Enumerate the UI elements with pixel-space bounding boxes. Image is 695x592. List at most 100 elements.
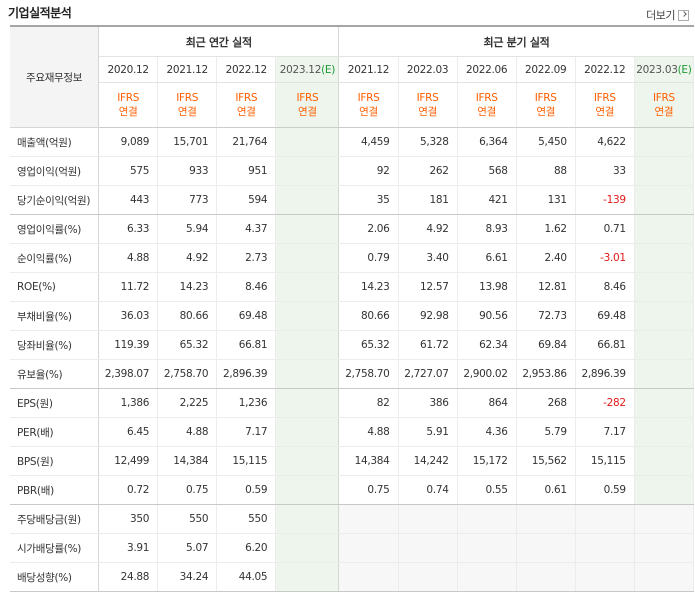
annual-value-cell: 2,758.70 [157,359,218,389]
quarter-value-cell: 0.59 [575,475,635,505]
more-link[interactable]: 더보기 [646,7,689,23]
table-row: 배당성향(%) 24.88 34.24 44.05 [10,562,695,592]
annual-value-cell: 7.17 [216,417,277,447]
annual-value-cell: 550 [157,504,218,534]
table-row: PBR(배) 0.72 0.75 0.59 0.75 0.74 0.55 0.61 0.59 [10,475,695,505]
table-row: 영업이익률(%) 6.33 5.94 4.37 2.06 4.92 8.93 1.62 0.71 [10,214,695,244]
annual-value-cell: 4.88 [98,243,159,273]
annual-value-cell [275,330,340,360]
annual-value-cell: 2,398.07 [98,359,159,389]
estimate-mark: (E) [321,63,336,76]
annual-value-cell: 773 [157,185,218,215]
financial-summary-table: 주요재무정보 최근 연간 실적 최근 분기 실적 2020.12 2021.12 2… [10,25,695,592]
annual-value-cell: 15,701 [157,127,218,157]
quarter-value-cell [634,214,695,244]
annual-value-cell [275,301,340,331]
ifrs-label: IFRS 연결 [275,82,340,128]
empty-cell [338,533,399,563]
quarter-value-cell: 8.46 [575,272,635,302]
quarter-value-cell: 15,115 [575,446,635,476]
annual-value-cell [275,504,340,534]
quarter-value-cell: 131 [516,185,576,215]
quarter-value-cell: 181 [398,185,458,215]
annual-value-cell: 0.59 [216,475,277,505]
quarter-value-cell: 2,727.07 [398,359,458,389]
annual-value-cell: 350 [98,504,159,534]
quarter-value-cell: 92 [338,156,399,186]
ifrs-label: IFRS 연결 [338,82,399,128]
annual-group-header: 최근 연간 실적 [98,26,340,57]
annual-value-cell: 14.23 [157,272,218,302]
annual-value-cell: 69.48 [216,301,277,331]
annual-period-header: 2023.12(E) [275,56,340,83]
annual-value-cell [275,359,340,389]
quarter-value-cell: 13.98 [457,272,517,302]
annual-value-cell: 550 [216,504,277,534]
table-row: 부채비율(%) 36.03 80.66 69.48 80.66 92.98 90.56 72.… [10,301,695,331]
quarter-value-cell: 92.98 [398,301,458,331]
annual-value-cell: 6.33 [98,214,159,244]
annual-value-cell: 5.94 [157,214,218,244]
annual-value-cell: 119.39 [98,330,159,360]
quarter-value-cell: 2.40 [516,243,576,273]
table-row: EPS(원) 1,386 2,225 1,236 82 386 864 268 -282 [10,388,695,418]
quarter-value-cell: 6,364 [457,127,517,157]
empty-cell [575,533,635,563]
ifrs-label: IFRS 연결 [634,82,695,128]
empty-cell [338,562,399,592]
quarter-value-cell: 5,450 [516,127,576,157]
quarter-value-cell: 268 [516,388,576,418]
table-row: 주당배당금(원) 350 550 550 [10,504,695,534]
quarter-value-cell: 33 [575,156,635,186]
annual-value-cell: 21,764 [216,127,277,157]
empty-cell [398,562,458,592]
annual-value-cell: 4.88 [157,417,218,447]
quarter-value-cell: 5,328 [398,127,458,157]
row-label: 부채비율(%) [10,301,100,331]
quarter-value-cell: 72.73 [516,301,576,331]
quarter-value-cell: 80.66 [338,301,399,331]
chevron-right-icon [678,9,689,21]
annual-value-cell [275,562,340,592]
row-label: BPS(원) [10,446,100,476]
empty-cell [457,562,517,592]
annual-value-cell [275,156,340,186]
quarter-value-cell: -3.01 [575,243,635,273]
annual-value-cell: 443 [98,185,159,215]
annual-value-cell: 594 [216,185,277,215]
annual-value-cell: 66.81 [216,330,277,360]
annual-value-cell: 2,896.39 [216,359,277,389]
row-label: 유보율(%) [10,359,100,389]
annual-period-header: 2020.12 [98,56,159,83]
annual-value-cell [275,243,340,273]
quarter-value-cell: 61.72 [398,330,458,360]
quarter-value-cell: 90.56 [457,301,517,331]
table-row: BPS(원) 12,499 14,384 15,115 14,384 14,242 15,1… [10,446,695,476]
annual-value-cell: 4.37 [216,214,277,244]
quarter-value-cell: 7.17 [575,417,635,447]
ifrs-label: IFRS 연결 [157,82,218,128]
annual-value-cell: 24.88 [98,562,159,592]
table-row: 유보율(%) 2,398.07 2,758.70 2,896.39 2,758.70 2,… [10,359,695,389]
table-row: PER(배) 6.45 4.88 7.17 4.88 5.91 4.36 5.79 7.17 [10,417,695,447]
annual-value-cell: 15,115 [216,446,277,476]
row-label: 시가배당률(%) [10,533,100,563]
annual-value-cell: 5.07 [157,533,218,563]
quarter-value-cell: 12.57 [398,272,458,302]
quarter-value-cell [634,156,695,186]
annual-value-cell: 1,386 [98,388,159,418]
quarter-value-cell: 2,953.86 [516,359,576,389]
table-row: 시가배당률(%) 3.91 5.07 6.20 [10,533,695,563]
quarter-period-header: 2021.12 [338,56,399,83]
annual-period-header: 2022.12 [216,56,277,83]
annual-value-cell: 65.32 [157,330,218,360]
quarter-period-header: 2022.09 [516,56,576,83]
quarter-value-cell: 1.62 [516,214,576,244]
quarter-value-cell [634,475,695,505]
quarter-value-cell: 4.36 [457,417,517,447]
quarter-value-cell: 4,622 [575,127,635,157]
quarter-value-cell: 3.40 [398,243,458,273]
annual-value-cell [275,475,340,505]
annual-value-cell: 80.66 [157,301,218,331]
quarter-group-header: 최근 분기 실적 [338,26,694,57]
